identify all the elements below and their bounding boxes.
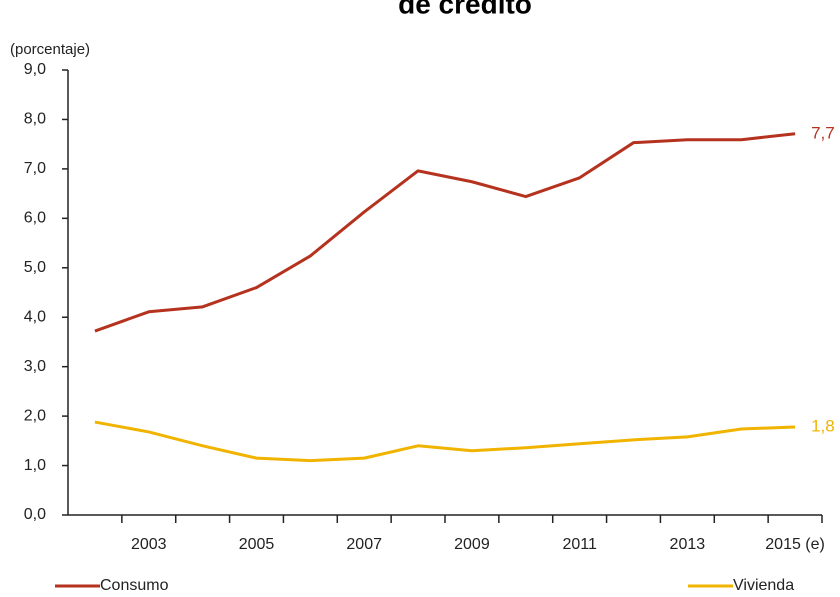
line-series [94,420,796,463]
y-tick-label: 0,0 [24,506,46,523]
value-label: 7,7 [811,123,835,142]
y-tick-label: 1,0 [24,457,46,474]
x-tick-label: 2015 (e) [765,536,825,553]
legend-label: Vivienda [733,577,794,594]
chart-subtitle: (porcentaje) [10,41,90,58]
y-tick-label: 6,0 [24,210,46,227]
y-tick-label: 8,0 [24,111,46,128]
x-tick-label: 2013 [670,536,706,553]
chart-title: de crédito [398,0,532,19]
value-label: 1,8 [811,416,835,435]
y-tick-label: 7,0 [24,160,46,177]
x-tick-label: 2005 [239,536,275,553]
y-tick-label: 5,0 [24,259,46,276]
x-tick-label: 2003 [131,536,167,553]
legend-label: Consumo [100,577,169,594]
x-tick-label: 2011 [562,536,597,553]
y-tick-label: 3,0 [24,358,46,375]
x-tick-label: 2007 [346,536,382,553]
y-tick-label: 4,0 [24,308,46,325]
y-tick-label: 2,0 [24,407,46,424]
y-tick-label: 9,0 [24,61,46,78]
x-tick-label: 2009 [454,536,490,553]
line-series [94,132,796,333]
